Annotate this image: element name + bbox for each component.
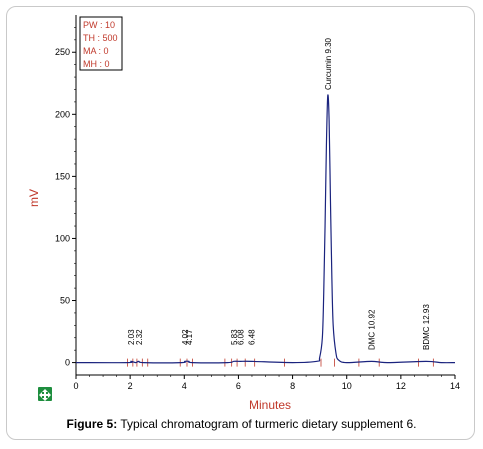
x-tick-label: 6 bbox=[236, 381, 241, 391]
move-icon[interactable] bbox=[38, 387, 52, 401]
param-th: TH : 500 bbox=[83, 33, 118, 43]
x-tick-label: 0 bbox=[73, 381, 78, 391]
peak-label: BDMC 12.93 bbox=[422, 304, 431, 350]
x-tick-label: 8 bbox=[290, 381, 295, 391]
x-ticks: 0 2 4 6 8 10 12 14 bbox=[73, 375, 460, 391]
peak-label: 6.08 bbox=[237, 329, 246, 345]
peak-label: 2.03 bbox=[127, 329, 136, 345]
param-mh: MH : 0 bbox=[83, 59, 110, 69]
figure-frame bbox=[6, 6, 475, 440]
y-tick-label: 250 bbox=[55, 47, 70, 57]
y-tick-label: 150 bbox=[55, 171, 70, 181]
x-tick-label: 14 bbox=[450, 381, 460, 391]
y-tick-label: 200 bbox=[55, 109, 70, 119]
peak-labels: 2.032.32 4.024.17 5.836.08 6.48 Curcumin 9.3… bbox=[127, 37, 431, 350]
y-tick-label: 0 bbox=[65, 358, 70, 368]
y-tick-label: 100 bbox=[55, 233, 70, 243]
series-line bbox=[75, 94, 456, 364]
peak-label: 4.02 bbox=[181, 329, 190, 345]
peak-label: 4.17 bbox=[185, 329, 194, 345]
peak-label: 6.48 bbox=[247, 329, 256, 345]
x-tick-label: 4 bbox=[182, 381, 187, 391]
caption-text: Typical chromatogram of turmeric dietary… bbox=[120, 417, 417, 431]
param-pw: PW : 10 bbox=[83, 20, 115, 30]
peak-label: Curcumin 9.30 bbox=[324, 37, 333, 90]
caption-label: Figure 5: bbox=[66, 417, 118, 431]
x-tick-label: 12 bbox=[396, 381, 406, 391]
y-ticks: 0 50 100 150 200 250 bbox=[55, 27, 76, 368]
params-box bbox=[79, 16, 123, 71]
x-tick-label: 2 bbox=[128, 381, 133, 391]
peak-label: 2.32 bbox=[135, 329, 144, 345]
chart-axes bbox=[75, 15, 455, 376]
y-axis-title: mV bbox=[27, 189, 41, 207]
param-ma: MA : 0 bbox=[83, 46, 109, 56]
x-axis-title: Minutes bbox=[249, 398, 291, 412]
y-tick-label: 50 bbox=[60, 296, 70, 306]
peak-label: DMC 10.92 bbox=[368, 309, 377, 350]
x-tick-label: 10 bbox=[342, 381, 352, 391]
peak-label: 5.83 bbox=[230, 329, 239, 345]
series-group bbox=[75, 94, 456, 364]
figure-caption: Figure 5: Typical chromatogram of turmer… bbox=[0, 417, 483, 431]
